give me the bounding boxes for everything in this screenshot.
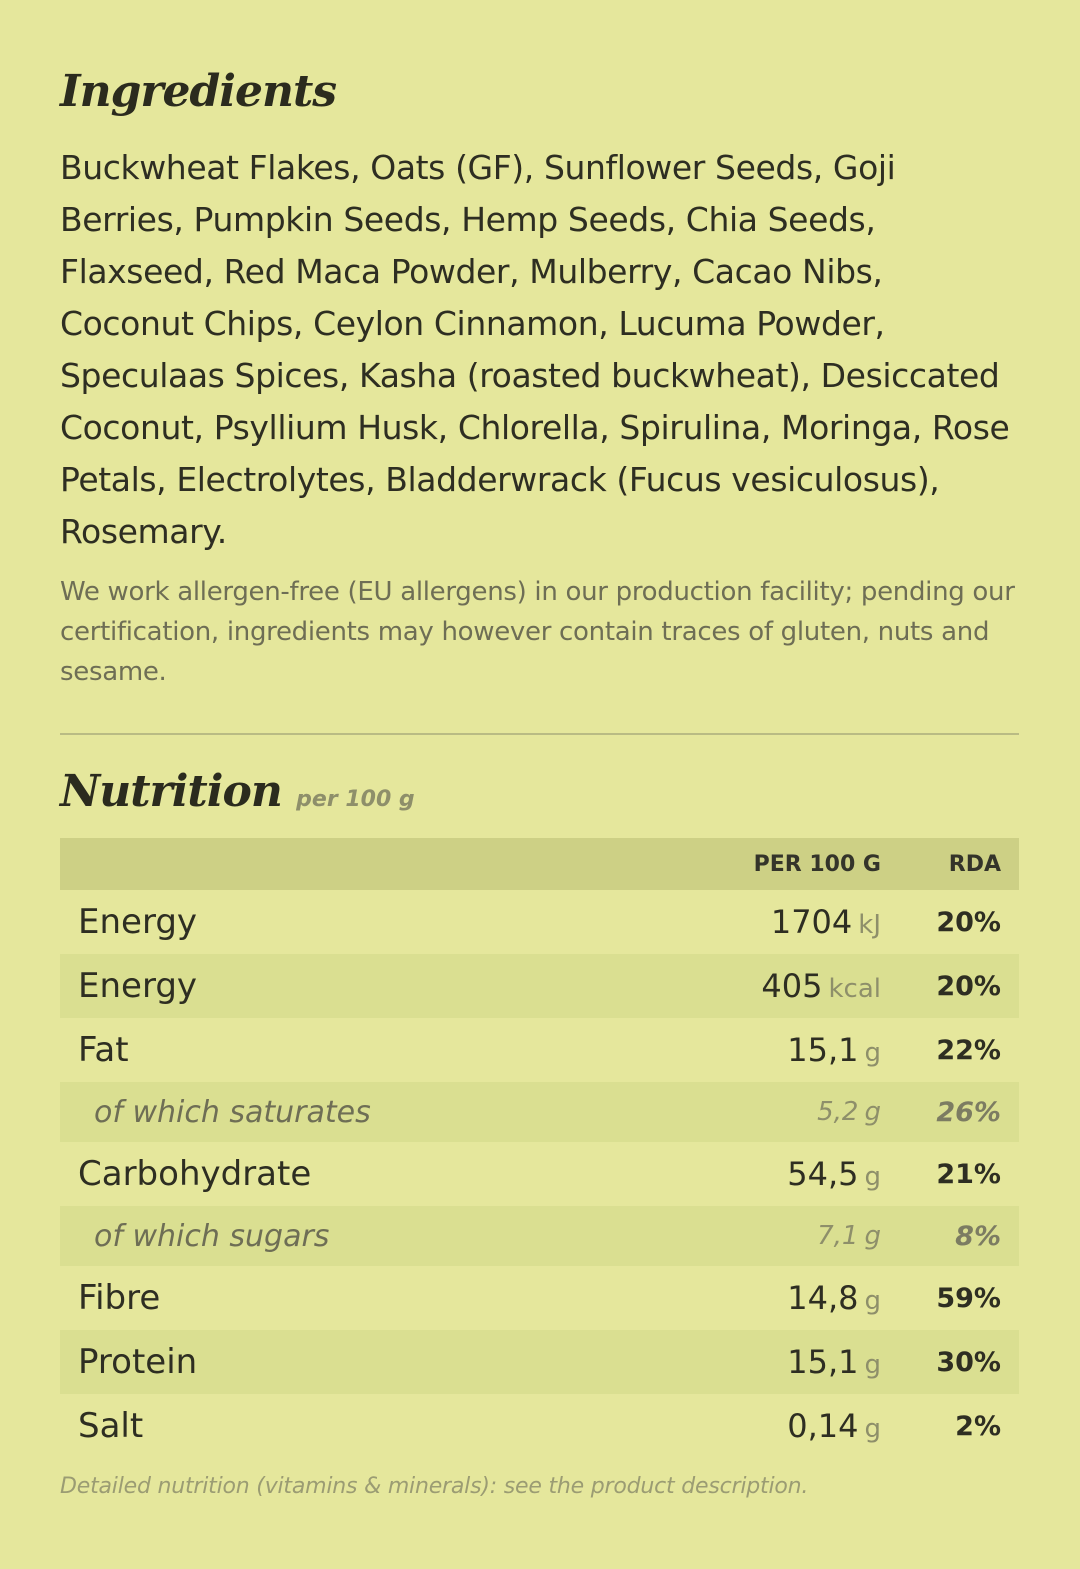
nutrient-name: Energy (78, 902, 198, 942)
nutrient-amount: 15,1 g (680, 1330, 899, 1394)
nutrient-value: 1704 (770, 903, 853, 941)
nutrient-rda: 30% (899, 1330, 1019, 1394)
nutrient-rda: 8% (899, 1206, 1019, 1266)
nutrient-rda: 22% (936, 1034, 1001, 1066)
nutrition-row-carbohydrate: Carbohydrate 54,5 g 21% (60, 1142, 1019, 1206)
column-header-name (60, 838, 680, 890)
nutrient-unit: g (864, 1097, 881, 1127)
nutrition-row-fibre: Fibre 14,8 g 59% (60, 1266, 1019, 1330)
nutrient-name: Protein (60, 1330, 680, 1394)
nutrient-name: of which saturates (60, 1082, 680, 1142)
nutrient-amount: 7,1 g (680, 1206, 899, 1266)
nutrient-amount: 54,5 g (680, 1142, 899, 1206)
column-header-amount: PER 100 G (680, 838, 899, 890)
nutrient-rda: 26% (899, 1082, 1019, 1142)
nutrient-unit: kJ (858, 910, 881, 940)
nutrient-unit: g (864, 1038, 881, 1068)
nutrient-value: 14,8 (787, 1279, 859, 1317)
nutrient-unit: g (864, 1221, 881, 1251)
nutrition-header-row: PER 100 G RDA (60, 838, 1019, 890)
nutrient-amount: 0,14 g (680, 1394, 899, 1458)
nutrient-name: Salt (78, 1406, 144, 1446)
nutrition-row-energy-kcal: Energy 405 kcal 20% (60, 954, 1019, 1018)
nutrition-table: PER 100 G RDA Energy 1704 kJ 20% Energy 4… (60, 838, 1019, 1458)
nutrient-amount: 14,8 g (680, 1266, 899, 1330)
nutrient-rda: 21% (936, 1158, 1001, 1190)
nutrient-value: 405 (761, 967, 823, 1005)
nutrition-subtitle: per 100 g (296, 787, 415, 812)
nutrition-row-protein: Protein 15,1 g 30% (60, 1330, 1019, 1394)
nutrient-name: Fat (78, 1030, 129, 1070)
nutrition-row-saturates: of which saturates 5,2 g 26% (60, 1082, 1019, 1142)
nutrient-value: 5,2 (817, 1097, 859, 1127)
nutrient-unit: g (864, 1286, 881, 1316)
nutrient-rda: 2% (955, 1410, 1001, 1442)
nutrient-amount: 1704 kJ (680, 890, 899, 954)
nutrition-row-fat: Fat 15,1 g 22% (60, 1018, 1019, 1082)
nutrition-heading: Nutrition per 100 g (60, 766, 415, 817)
nutrient-amount: 15,1 g (680, 1018, 899, 1082)
nutrient-value: 15,1 (787, 1031, 859, 1069)
nutrient-value: 0,14 (787, 1407, 859, 1445)
nutrient-rda: 20% (899, 954, 1019, 1018)
nutrient-name: Carbohydrate (78, 1154, 312, 1194)
nutrition-row-sugars: of which sugars 7,1 g 8% (60, 1206, 1019, 1266)
nutrient-value: 54,5 (787, 1155, 859, 1193)
nutrient-unit: g (864, 1414, 881, 1444)
nutrient-name: Fibre (78, 1278, 161, 1318)
nutrition-row-salt: Salt 0,14 g 2% (60, 1394, 1019, 1458)
nutrition-footnote: Detailed nutrition (vitamins & minerals)… (60, 1474, 809, 1499)
nutrient-amount: 405 kcal (680, 954, 899, 1018)
nutrition-row-energy-kj: Energy 1704 kJ 20% (60, 890, 1019, 954)
column-header-rda: RDA (899, 838, 1019, 890)
nutrient-name: of which sugars (60, 1206, 680, 1266)
nutrient-value: 7,1 (817, 1221, 859, 1251)
nutrient-rda: 20% (936, 906, 1001, 938)
nutrient-unit: g (864, 1162, 881, 1192)
nutrient-name: Energy (60, 954, 680, 1018)
nutrient-unit: kcal (828, 974, 881, 1004)
nutrition-title: Nutrition (60, 766, 283, 817)
allergen-note: We work allergen-free (EU allergens) in … (60, 577, 1015, 687)
nutrient-rda: 59% (936, 1282, 1001, 1314)
ingredients-heading: Ingredients (60, 66, 337, 117)
nutrient-unit: g (864, 1350, 881, 1380)
nutrient-value: 15,1 (787, 1343, 859, 1381)
section-divider (60, 733, 1019, 735)
ingredients-list: Buckwheat Flakes, Oats (GF), Sunflower S… (60, 148, 1010, 551)
nutrient-amount: 5,2 g (680, 1082, 899, 1142)
